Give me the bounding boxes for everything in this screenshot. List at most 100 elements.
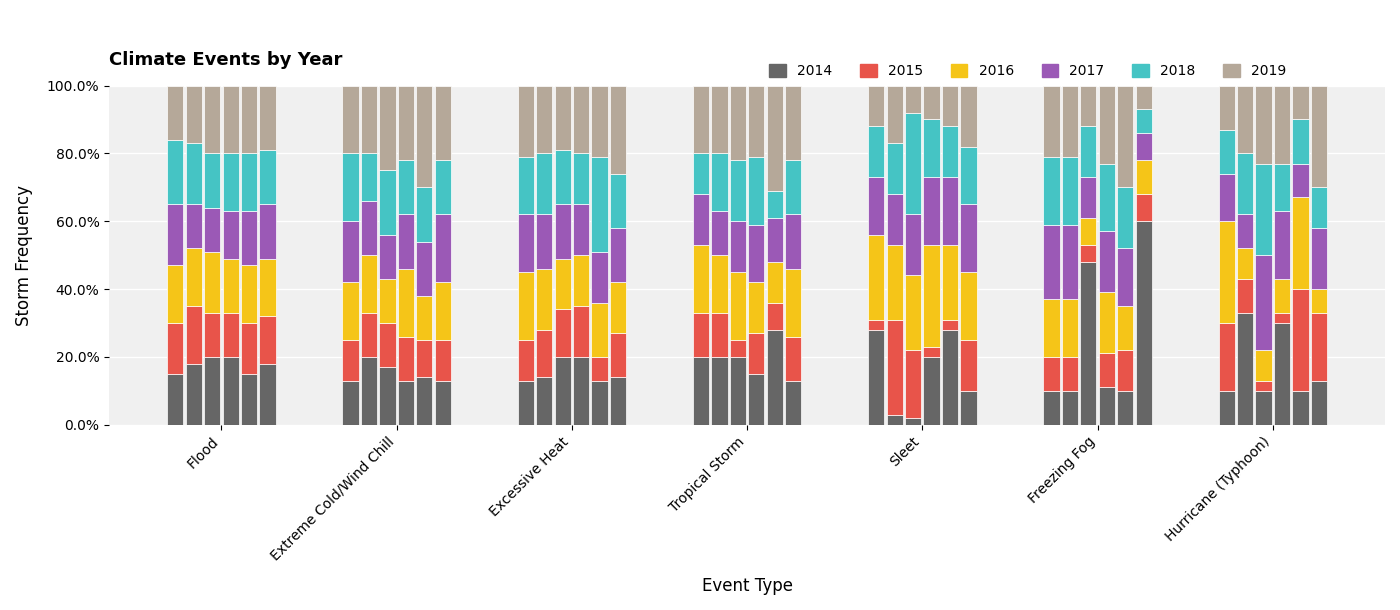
Bar (1310, 187, 1327, 228)
Bar (868, 320, 885, 330)
Bar (942, 177, 958, 245)
Bar (167, 323, 183, 374)
Bar (610, 174, 626, 228)
Bar (748, 374, 764, 425)
Bar (1061, 357, 1078, 391)
Bar (536, 377, 553, 425)
Bar (904, 276, 921, 350)
Bar (767, 262, 783, 303)
Bar (1099, 163, 1114, 231)
Bar (1218, 129, 1235, 174)
Bar (591, 381, 608, 425)
Bar (1081, 177, 1096, 218)
Bar (1099, 387, 1114, 425)
Bar (361, 255, 377, 313)
Bar (434, 160, 451, 214)
Bar (573, 306, 589, 357)
Bar (1061, 224, 1078, 299)
Bar (241, 374, 258, 425)
Bar (693, 153, 710, 194)
Bar (711, 255, 728, 313)
Bar (1274, 163, 1291, 211)
Bar (1081, 85, 1096, 126)
Bar (748, 157, 764, 224)
Bar (1238, 153, 1253, 214)
Bar (186, 248, 202, 306)
Bar (379, 279, 396, 323)
Bar (1135, 109, 1152, 133)
Bar (186, 204, 202, 248)
Bar (241, 211, 258, 265)
Bar (398, 160, 414, 214)
Bar (886, 143, 903, 194)
Bar (416, 242, 433, 296)
Bar (1256, 255, 1271, 350)
Bar (868, 85, 885, 126)
Bar (711, 85, 728, 153)
Bar (960, 146, 977, 204)
Bar (1117, 85, 1134, 187)
Bar (1061, 85, 1078, 157)
Bar (1135, 194, 1152, 221)
Bar (924, 120, 939, 177)
Bar (1238, 85, 1253, 153)
Bar (554, 85, 571, 150)
Bar (223, 153, 239, 211)
Bar (1135, 221, 1152, 425)
Bar (343, 381, 358, 425)
Bar (554, 204, 571, 259)
Bar (379, 85, 396, 170)
Bar (886, 194, 903, 245)
Bar (518, 85, 533, 157)
Bar (1043, 299, 1060, 357)
Bar (1292, 198, 1309, 289)
Bar (693, 85, 710, 153)
Bar (259, 204, 276, 259)
Bar (767, 303, 783, 330)
Bar (729, 160, 746, 221)
Bar (748, 282, 764, 333)
Bar (591, 157, 608, 252)
Bar (785, 85, 801, 160)
Bar (942, 320, 958, 330)
Bar (1238, 279, 1253, 313)
Bar (748, 333, 764, 374)
Bar (785, 381, 801, 425)
Bar (1218, 174, 1235, 221)
Bar (1117, 391, 1134, 425)
Bar (1043, 357, 1060, 391)
Bar (241, 153, 258, 211)
Bar (1238, 248, 1253, 279)
Bar (1218, 85, 1235, 129)
Bar (693, 357, 710, 425)
Bar (1117, 350, 1134, 391)
Bar (960, 204, 977, 272)
Bar (1061, 299, 1078, 357)
Bar (1310, 228, 1327, 289)
Bar (1292, 289, 1309, 391)
Bar (167, 374, 183, 425)
Bar (1218, 221, 1235, 323)
Bar (1238, 313, 1253, 425)
Bar (1043, 85, 1060, 157)
Bar (343, 340, 358, 381)
Bar (416, 296, 433, 340)
Bar (610, 282, 626, 333)
Bar (1310, 289, 1327, 313)
Bar (361, 153, 377, 201)
Bar (960, 340, 977, 391)
Bar (204, 153, 220, 207)
Bar (942, 126, 958, 177)
Bar (379, 367, 396, 425)
Bar (1061, 157, 1078, 224)
Bar (398, 337, 414, 381)
Bar (610, 333, 626, 377)
Bar (1117, 306, 1134, 350)
Bar (1117, 248, 1134, 306)
Bar (591, 357, 608, 381)
Bar (729, 221, 746, 272)
Bar (1099, 292, 1114, 353)
Bar (1043, 391, 1060, 425)
Bar (186, 364, 202, 425)
Bar (1274, 279, 1291, 313)
